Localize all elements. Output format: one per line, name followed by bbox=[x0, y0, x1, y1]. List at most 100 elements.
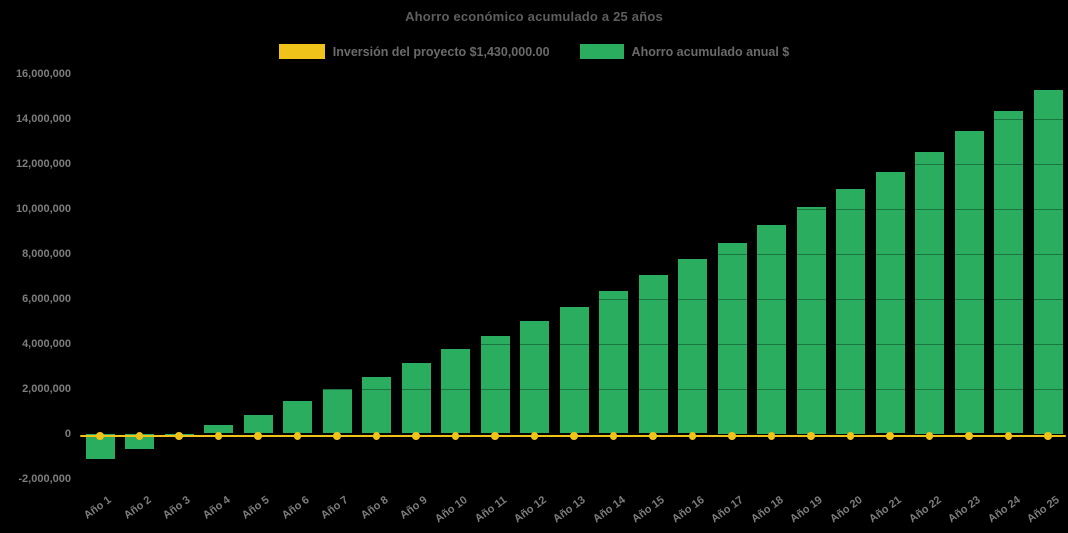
investment-line-marker bbox=[451, 432, 460, 440]
gridline bbox=[80, 388, 1066, 390]
x-axis-tick-label: Año 10 bbox=[432, 494, 470, 526]
y-axis-tick-label: 10,000,000 bbox=[15, 202, 71, 215]
bar-año-20 bbox=[836, 189, 865, 434]
legend-item-investment: Inversión del proyecto $1,430,000.00 bbox=[278, 44, 550, 59]
y-axis-tick-label: 12,000,000 bbox=[15, 157, 71, 170]
bar-año-16 bbox=[678, 259, 707, 434]
bar-año-15 bbox=[638, 275, 668, 434]
legend-item-savings: Ahorro acumulado anual $ bbox=[579, 44, 790, 59]
x-axis-tick-label: Año 20 bbox=[827, 494, 865, 526]
y-axis-tick-label: 0 bbox=[64, 427, 71, 440]
bar-año-13 bbox=[559, 306, 589, 434]
investment-line-marker bbox=[1004, 432, 1013, 440]
x-axis-tick-label: Año 17 bbox=[709, 494, 747, 526]
bar-año-19 bbox=[796, 207, 826, 434]
x-axis-tick-label: Año 15 bbox=[630, 494, 668, 526]
investment-line-marker bbox=[925, 432, 934, 440]
x-axis-tick-label: Año 5 bbox=[240, 494, 273, 522]
x-axis-tick-label: Año 1 bbox=[82, 494, 115, 522]
bar-año-10 bbox=[441, 349, 470, 434]
x-axis-tick-label: Año 7 bbox=[319, 494, 352, 522]
legend-label-investment: Inversión del proyecto $1,430,000.00 bbox=[332, 44, 550, 59]
bar-año-5 bbox=[243, 414, 273, 434]
x-axis-tick-label: Año 4 bbox=[200, 494, 233, 522]
investment-line-marker bbox=[886, 432, 894, 440]
x-axis-tick-label: Año 12 bbox=[511, 494, 549, 526]
bar-año-2 bbox=[125, 434, 154, 449]
gridline bbox=[80, 343, 1066, 345]
x-axis-tick-label: Año 22 bbox=[906, 494, 944, 526]
bar-año-23 bbox=[954, 131, 984, 434]
x-axis-tick-label: Año 18 bbox=[748, 494, 786, 526]
bar-año-8 bbox=[362, 377, 391, 434]
gridline bbox=[80, 163, 1066, 165]
investment-line-marker bbox=[965, 432, 973, 440]
x-axis-tick-label: Año 13 bbox=[551, 494, 589, 526]
investment-line-marker bbox=[96, 432, 104, 440]
investment-line-marker bbox=[293, 432, 302, 440]
y-axis-tick-label: 8,000,000 bbox=[22, 247, 71, 260]
x-axis-tick-label: Año 23 bbox=[946, 494, 984, 526]
x-axis-tick-label: Año 3 bbox=[161, 494, 194, 522]
legend-label-savings: Ahorro acumulado anual $ bbox=[631, 44, 790, 59]
investment-line-marker bbox=[728, 432, 736, 440]
investment-line-marker bbox=[175, 432, 183, 440]
investment-line-marker bbox=[846, 432, 855, 440]
y-axis-tick-label: 6,000,000 bbox=[22, 292, 71, 305]
investment-line-marker bbox=[767, 432, 776, 440]
investment-line-marker bbox=[570, 432, 578, 440]
bar-año-24 bbox=[994, 111, 1023, 434]
gridline bbox=[80, 298, 1066, 300]
savings-legend-swatch-icon bbox=[579, 44, 624, 59]
x-axis-tick-label: Año 2 bbox=[121, 494, 154, 522]
gridline bbox=[80, 118, 1066, 120]
bar-año-17 bbox=[717, 243, 747, 434]
investment-line-marker bbox=[412, 432, 420, 440]
x-axis-tick-label: Año 16 bbox=[669, 494, 707, 526]
bar-año-14 bbox=[599, 291, 628, 434]
bar-año-12 bbox=[520, 321, 549, 434]
investment-line-marker bbox=[491, 432, 499, 440]
gridline bbox=[80, 208, 1066, 210]
investment-line-marker bbox=[807, 432, 815, 440]
gridline bbox=[80, 253, 1066, 255]
investment-line-marker bbox=[649, 432, 657, 440]
x-axis-tick-label: Año 11 bbox=[472, 494, 510, 525]
y-axis-tick-label: 16,000,000 bbox=[15, 67, 71, 80]
investment-legend-swatch-icon bbox=[278, 44, 325, 59]
investment-line-marker bbox=[1044, 432, 1052, 440]
x-axis-tick-label: Año 25 bbox=[1025, 494, 1063, 526]
x-axis-tick-label: Año 14 bbox=[590, 494, 628, 526]
bar-año-18 bbox=[757, 225, 786, 434]
x-axis-tick-label: Año 8 bbox=[358, 494, 391, 522]
gridline bbox=[80, 478, 1066, 480]
investment-line-marker bbox=[254, 432, 262, 440]
y-axis-tick-label: 2,000,000 bbox=[22, 382, 71, 395]
y-axis-tick-label: -2,000,000 bbox=[18, 472, 71, 485]
investment-line-marker bbox=[214, 432, 223, 440]
bar-año-11 bbox=[480, 336, 510, 434]
bar-año-7 bbox=[322, 389, 352, 434]
x-axis-tick-label: Año 24 bbox=[985, 494, 1023, 526]
x-axis-tick-label: Año 9 bbox=[398, 494, 431, 522]
bar-año-4 bbox=[204, 425, 233, 434]
investment-line-marker bbox=[135, 432, 144, 440]
y-axis-tick-label: 4,000,000 bbox=[22, 337, 71, 350]
investment-line-marker bbox=[530, 432, 539, 440]
legend: Inversión del proyecto $1,430,000.00 Aho… bbox=[0, 44, 1068, 59]
y-axis-tick-label: 14,000,000 bbox=[15, 112, 71, 125]
investment-line-marker bbox=[372, 432, 381, 440]
bar-año-22 bbox=[915, 152, 944, 434]
investment-line-marker bbox=[688, 432, 697, 440]
x-axis-tick-label: Año 21 bbox=[867, 494, 905, 526]
x-axis-tick-label: Año 6 bbox=[279, 494, 312, 522]
chart-title: Ahorro económico acumulado a 25 años bbox=[405, 9, 663, 24]
bar-año-6 bbox=[283, 401, 312, 434]
bar-año-9 bbox=[401, 362, 431, 434]
bar-año-21 bbox=[875, 172, 905, 434]
gridline bbox=[80, 73, 1066, 75]
investment-line-marker bbox=[609, 432, 618, 440]
x-axis-tick-label: Año 19 bbox=[788, 494, 826, 526]
